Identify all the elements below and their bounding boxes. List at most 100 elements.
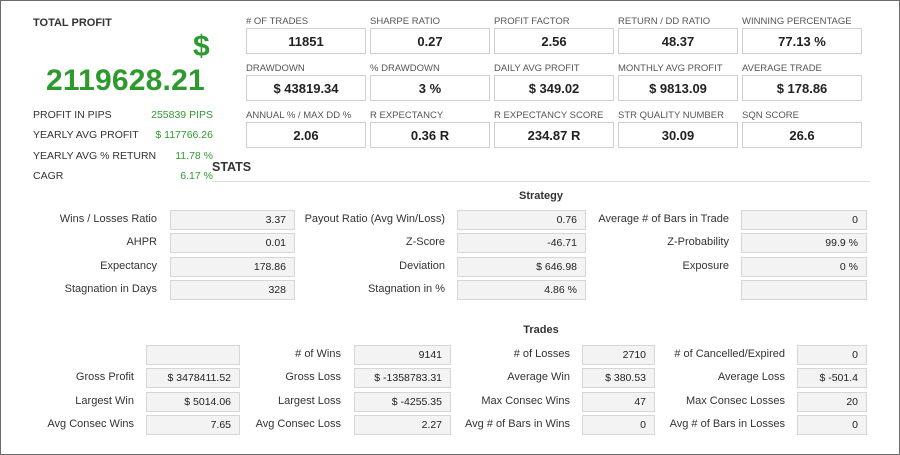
metric-label: DRAWDOWN: [246, 63, 305, 74]
metric-label: STR QUALITY NUMBER: [618, 110, 724, 121]
trades-value-box: 2710: [582, 345, 655, 365]
strategy-value-box: 0 %: [741, 257, 867, 277]
metric-value-box: $ 9813.09: [618, 75, 738, 101]
trades-value-box: 2.27: [354, 415, 451, 435]
summary-label: CAGR: [33, 170, 64, 182]
summary-label: YEARLY AVG % RETURN: [33, 150, 157, 162]
metric-label: R EXPECTANCY: [370, 110, 444, 121]
strategy-value-box: -46.71: [457, 233, 586, 253]
metric-value-box: 11851: [246, 28, 366, 54]
trades-label: Avg Consec Wins: [47, 418, 134, 430]
summary-value: $ 117766.26: [155, 129, 213, 141]
trades-label: # of Wins: [295, 348, 341, 360]
strategy-value-box: 4.86 %: [457, 280, 586, 300]
trades-label: Largest Loss: [278, 395, 341, 407]
metric-label: R EXPECTANCY SCORE: [494, 110, 604, 121]
trades-value-box: 0: [797, 345, 867, 365]
stats-heading: STATS: [212, 160, 252, 174]
trades-value-box: 7.65: [146, 415, 240, 435]
metric-value-box: 26.6: [742, 122, 862, 148]
stats-divider: [212, 181, 870, 182]
metric-label: DAILY AVG PROFIT: [494, 63, 580, 74]
trades-value-box: $ -4255.35: [354, 392, 451, 412]
strategy-label: Wins / Losses Ratio: [59, 213, 157, 225]
strategy-label: Stagnation in %: [367, 283, 445, 295]
strategy-label: Stagnation in Days: [64, 283, 157, 295]
summary-label: YEARLY AVG PROFIT: [33, 129, 139, 141]
trades-value-box: [146, 345, 240, 365]
strategy-value-box: $ 646.98: [457, 257, 586, 277]
summary-label: PROFIT IN PIPS: [33, 109, 112, 121]
metric-value-box: $ 43819.34: [246, 75, 366, 101]
metric-label: SQN SCORE: [742, 110, 800, 121]
summary-row-yearly-avg-profit: YEARLY AVG PROFIT $ 117766.26: [33, 129, 213, 141]
trades-value-box: 0: [582, 415, 655, 435]
trades-label: # of Cancelled/Expired: [674, 348, 785, 360]
metric-value-box: 0.36 R: [370, 122, 490, 148]
strategy-value-box: 3.37: [170, 210, 295, 230]
trades-heading: Trades: [523, 324, 559, 336]
strategy-label: Expectancy: [100, 260, 157, 272]
trades-value-box: $ 5014.06: [146, 392, 240, 412]
trades-label: Max Consec Wins: [481, 395, 570, 407]
trades-label: Avg Consec Loss: [255, 418, 341, 430]
strategy-value-box: 0.01: [170, 233, 295, 253]
trades-label: Gross Loss: [285, 371, 341, 383]
strategy-label: Average # of Bars in Trade: [598, 213, 729, 225]
summary-value: 6.17 %: [180, 170, 213, 182]
metric-label: RETURN / DD RATIO: [618, 16, 711, 27]
trades-label: # of Losses: [513, 348, 570, 360]
strategy-label: Payout Ratio (Avg Win/Loss): [304, 213, 445, 225]
metric-value-box: 0.27: [370, 28, 490, 54]
strategy-value-box: 0: [741, 210, 867, 230]
metric-label: % DRAWDOWN: [370, 63, 440, 74]
metric-value-box: $ 349.02: [494, 75, 614, 101]
metric-label: # OF TRADES: [246, 16, 309, 27]
strategy-label: Z-Score: [405, 236, 445, 248]
metric-value-box: 2.06: [246, 122, 366, 148]
metric-value-box: 234.87 R: [494, 122, 614, 148]
trades-value-box: $ 3478411.52: [146, 368, 240, 388]
strategy-heading: Strategy: [518, 190, 564, 202]
strategy-value-box: 0.76: [457, 210, 586, 230]
strategy-label: Deviation: [399, 260, 445, 272]
metric-value-box: $ 178.86: [742, 75, 862, 101]
summary-value: 255839 PIPS: [151, 109, 213, 121]
trades-label: Avg # of Bars in Wins: [465, 418, 570, 430]
trades-label: Max Consec Losses: [685, 395, 785, 407]
metric-label: ANNUAL % / MAX DD %: [246, 110, 352, 121]
trades-value-box: 47: [582, 392, 655, 412]
trades-value-box: 9141: [354, 345, 451, 365]
trades-value-box: 0: [797, 415, 867, 435]
trades-value-box: $ -1358783.31: [354, 368, 451, 388]
summary-row-yearly-avg-return: YEARLY AVG % RETURN 11.78 %: [33, 150, 213, 162]
strategy-value-box: 178.86: [170, 257, 295, 277]
dollar-icon: $: [193, 30, 210, 63]
trades-value-box: 20: [797, 392, 867, 412]
strategy-value-box: [741, 280, 867, 300]
strategy-value-box: 99.9 %: [741, 233, 867, 253]
total-profit-value: 2119628.21: [46, 64, 205, 97]
metric-value-box: 3 %: [370, 75, 490, 101]
metric-label: MONTHLY AVG PROFIT: [618, 63, 723, 74]
trades-value-box: $ 380.53: [582, 368, 655, 388]
strategy-label: AHPR: [126, 236, 157, 248]
strategy-label: Z-Probability: [667, 236, 729, 248]
total-profit-title: TOTAL PROFIT: [33, 17, 112, 29]
metric-label: PROFIT FACTOR: [494, 16, 570, 27]
metric-value-box: 48.37: [618, 28, 738, 54]
metric-label: AVERAGE TRADE: [742, 63, 822, 74]
strategy-value-box: 328: [170, 280, 295, 300]
trades-value-box: $ -501.4: [797, 368, 867, 388]
strategy-label: Exposure: [682, 260, 729, 272]
summary-row-profit-pips: PROFIT IN PIPS 255839 PIPS: [33, 109, 213, 121]
summary-row-cagr: CAGR 6.17 %: [33, 170, 213, 182]
trades-label: Gross Profit: [75, 371, 134, 383]
metric-label: SHARPE RATIO: [370, 16, 441, 27]
metric-label: WINNING PERCENTAGE: [742, 16, 852, 27]
trades-label: Avg # of Bars in Losses: [669, 418, 785, 430]
trades-label: Average Win: [507, 371, 570, 383]
metric-value-box: 30.09: [618, 122, 738, 148]
metric-value-box: 2.56: [494, 28, 614, 54]
trades-label: Average Loss: [717, 371, 785, 383]
